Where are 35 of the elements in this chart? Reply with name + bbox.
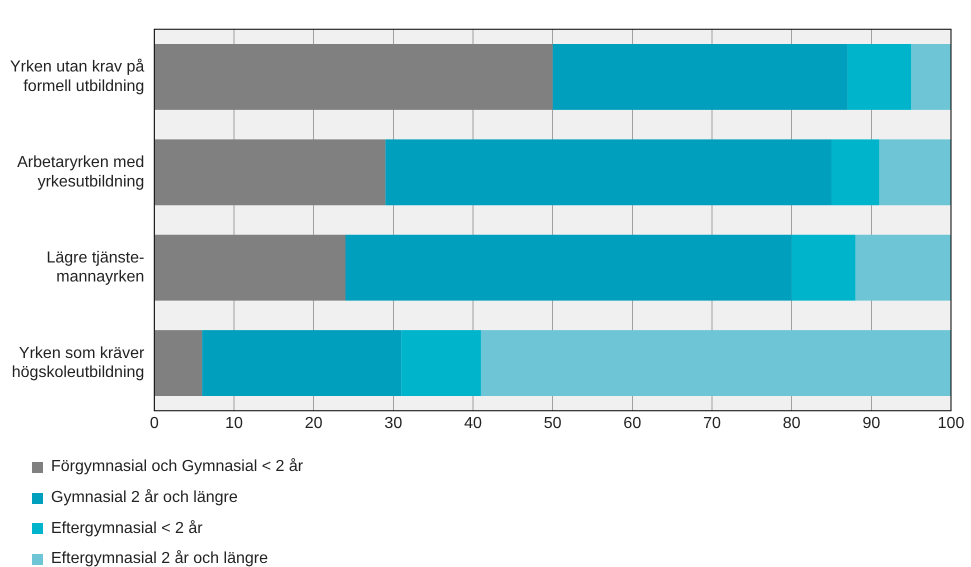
x-tick-label: 10 xyxy=(225,414,243,432)
legend-label: Eftergymnasial 2 år och längre xyxy=(51,550,268,567)
y-tick-label: Lägre tjänste-mannayrken xyxy=(46,250,144,286)
y-tick-label: Yrken utan krav på formell utbildning xyxy=(10,58,144,95)
x-tick-label: 30 xyxy=(384,414,402,432)
x-tick-label: 60 xyxy=(623,414,642,432)
x-tick-label: 50 xyxy=(544,414,562,432)
x-tick-label: 90 xyxy=(862,414,880,432)
bar xyxy=(847,44,912,110)
x-tick-label: 80 xyxy=(782,414,801,432)
x-tick-label: 40 xyxy=(464,414,482,432)
bar xyxy=(154,139,386,206)
x-tick-label: 20 xyxy=(304,414,323,432)
bar xyxy=(792,234,856,301)
bar xyxy=(831,139,880,206)
legend-label: Gymnasial 2 år och längre xyxy=(51,489,238,508)
x-tick-label: 100 xyxy=(938,414,964,432)
bar xyxy=(879,139,951,206)
bar xyxy=(154,330,202,396)
x-tick-label: 70 xyxy=(703,414,721,432)
bar xyxy=(480,330,951,396)
legend-label: Eftergymnasial < 2 år xyxy=(51,520,203,538)
bar xyxy=(385,139,832,206)
bar xyxy=(401,330,481,396)
bar xyxy=(855,234,951,301)
x-tick-label: 0 xyxy=(150,414,159,432)
legend-label: Förgymnasial och Gymnasial < 2 år xyxy=(51,458,304,476)
y-tick-label: Yrken som kräver högskoleutbildning xyxy=(12,344,145,382)
bar xyxy=(154,44,553,110)
bar xyxy=(202,330,402,396)
bar xyxy=(346,234,792,301)
bar xyxy=(552,44,848,110)
y-tick-label: Arbetaryrken med yrkesutbildning xyxy=(17,154,144,190)
bar xyxy=(911,44,951,110)
bar xyxy=(154,234,346,301)
